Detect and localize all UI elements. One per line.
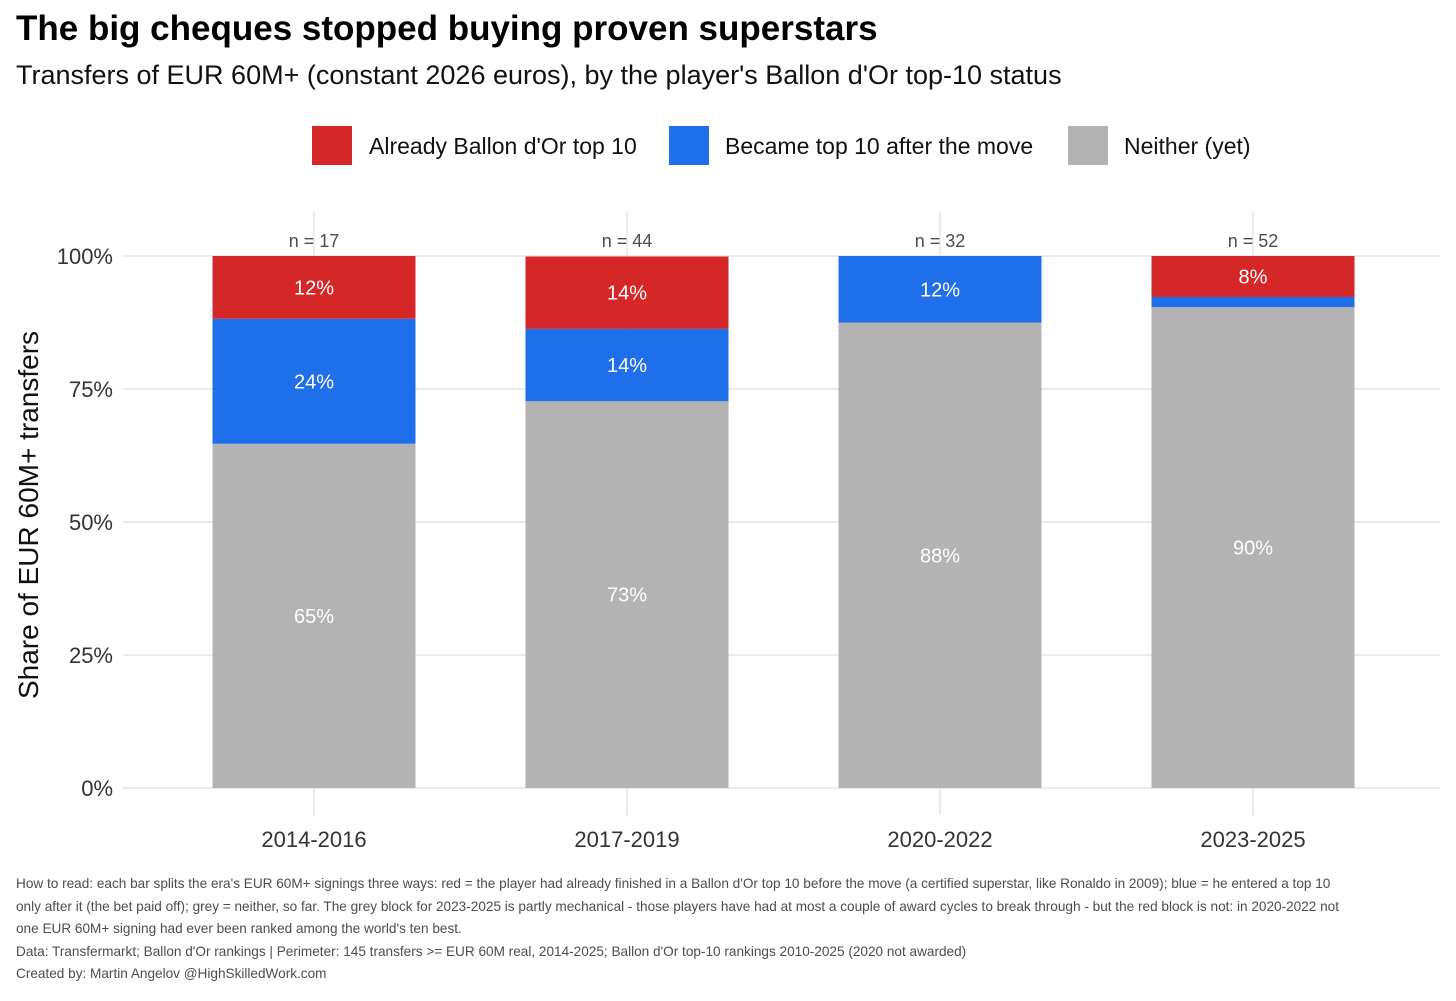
bar-segment xyxy=(1151,296,1355,308)
data-label: 88% xyxy=(920,545,960,567)
data-label: 14% xyxy=(607,283,647,305)
bar-segment xyxy=(1151,307,1355,788)
bar-segment xyxy=(838,322,1042,788)
legend: Already Ballon d'Or top 10 Became top 10 … xyxy=(312,126,1251,165)
caption-data-source: Data: Transfermarkt; Ballon d'Or ranking… xyxy=(16,943,967,959)
bar-segment xyxy=(525,401,729,788)
count-label: n = 44 xyxy=(602,231,653,251)
bar-segment xyxy=(212,256,416,319)
x-tick-label: 2017-2019 xyxy=(574,827,679,852)
data-label: 24% xyxy=(294,371,334,393)
x-axis: 2014-2016 2017-2019 2020-2022 2023-2025 xyxy=(261,827,1305,852)
bar-segment xyxy=(1151,256,1355,297)
y-tick-label: 100% xyxy=(57,244,113,269)
data-label: 65% xyxy=(294,606,334,628)
x-tick-label: 2023-2025 xyxy=(1200,827,1305,852)
data-label: 73% xyxy=(607,585,647,607)
bars: 65% 24% 12% n = 17 73% 14% 14% n = 44 88% 12% n = … xyxy=(212,231,1355,788)
chart-title: The big cheques stopped buying proven su… xyxy=(16,9,878,48)
legend-label: Neither (yet) xyxy=(1124,133,1251,159)
legend-label: Already Ballon d'Or top 10 xyxy=(369,133,637,159)
y-axis: 0% 25% 50% 75% 100% Share of EUR 60M+ transfe… xyxy=(13,244,113,801)
legend-label: Became top 10 after the move xyxy=(725,133,1033,159)
bar-segment xyxy=(838,256,1042,323)
stacked-bar-chart: Already Ballon d'Or top 10 Became top 10 … xyxy=(13,126,1440,852)
x-tick-label: 2020-2022 xyxy=(887,827,992,852)
bar-segment xyxy=(525,328,729,402)
bar-segment xyxy=(212,318,416,444)
y-tick-label: 25% xyxy=(69,643,113,668)
y-tick-label: 50% xyxy=(69,510,113,535)
y-tick-label: 75% xyxy=(69,377,113,402)
legend-key xyxy=(312,126,352,165)
count-label: n = 32 xyxy=(915,231,966,251)
count-label: n = 52 xyxy=(1228,231,1279,251)
y-axis-title: Share of EUR 60M+ transfers xyxy=(13,331,44,699)
count-label: n = 17 xyxy=(289,231,340,251)
y-tick-label: 0% xyxy=(81,776,113,801)
data-label: 14% xyxy=(607,355,647,377)
data-label: 8% xyxy=(1239,266,1268,288)
bar-segment xyxy=(525,256,729,329)
chart-subtitle: Transfers of EUR 60M+ (constant 2026 eur… xyxy=(16,60,1062,90)
bar-segment xyxy=(212,443,416,788)
caption: How to read: each bar splits the era's E… xyxy=(16,873,1346,986)
legend-key xyxy=(669,126,709,165)
legend-key xyxy=(1068,126,1108,165)
data-label: 90% xyxy=(1233,538,1273,560)
data-label: 12% xyxy=(294,277,334,299)
x-tick-label: 2014-2016 xyxy=(261,827,366,852)
caption-credit: Created by: Martin Angelov @HighSkilledW… xyxy=(16,966,327,981)
caption-how-to-read: How to read: each bar splits the era's E… xyxy=(16,876,1340,936)
data-label: 12% xyxy=(920,279,960,301)
